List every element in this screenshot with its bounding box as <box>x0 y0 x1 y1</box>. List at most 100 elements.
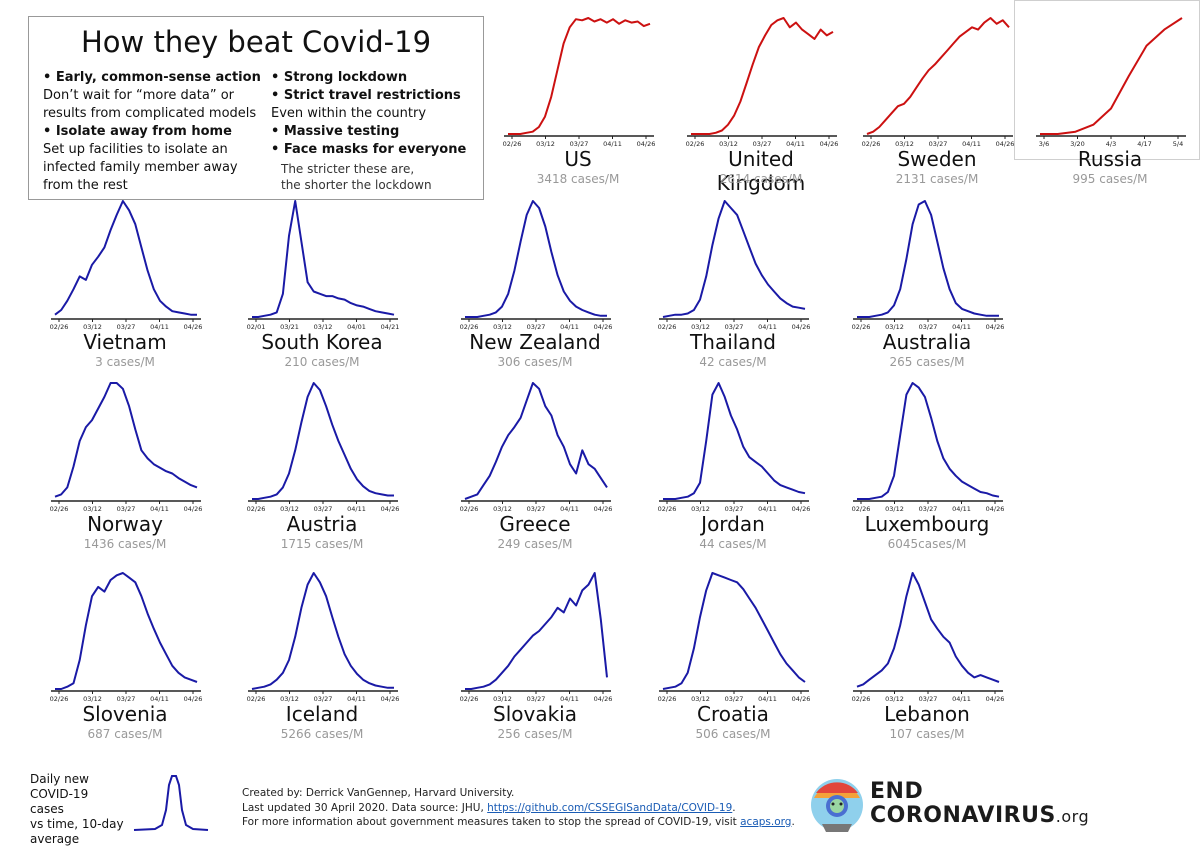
logo-line-1: END <box>870 779 924 804</box>
x-tick-label: 04/11 <box>150 695 169 703</box>
x-tick-label: 04/11 <box>952 505 971 513</box>
acaps-link[interactable]: acaps.org <box>740 816 792 828</box>
series-line <box>464 382 608 500</box>
note-line-2: the shorter the lockdown <box>281 178 432 192</box>
series-line <box>465 572 608 690</box>
line-chart: 3/6 3/20 4/3 4/17 5/4 <box>1036 17 1186 148</box>
x-tick-label: 02/26 <box>460 695 479 703</box>
legend: Daily new COVID-19 cases vs time, 10-day… <box>30 772 125 847</box>
x-tick-label: 04/11 <box>952 323 971 331</box>
x-tick-label: 04/11 <box>150 505 169 513</box>
credits-info-end: . <box>791 816 795 828</box>
line-chart: 02/26 03/12 03/27 04/11 04/26 <box>50 382 202 513</box>
cases-per-million: 995 cases/M <box>1072 172 1148 186</box>
cases-per-million: 6045cases/M <box>887 537 967 551</box>
chart-panel-us: 02/26 03/12 03/27 04/11 04/26 US 3418 cases/M <box>498 10 658 195</box>
country-name: Slovenia <box>82 702 168 726</box>
line-chart: 02/26 03/12 03/27 04/11 04/26 <box>862 17 1015 148</box>
cases-per-million: 5266 cases/M <box>280 727 364 741</box>
x-tick-label: 04/26 <box>792 323 811 331</box>
x-tick-label: 04/11 <box>758 695 777 703</box>
x-tick-label: 03/27 <box>117 505 136 513</box>
country-name: Vietnam <box>83 330 167 354</box>
x-tick-label: 02/01 <box>247 323 266 331</box>
country-name: Iceland <box>285 702 359 726</box>
x-tick-label: 04/11 <box>786 140 805 148</box>
x-tick-label: 03/27 <box>117 323 136 331</box>
cases-per-million: 249 cases/M <box>497 537 573 551</box>
line-chart: 02/26 03/12 03/27 04/11 04/26 <box>460 572 613 703</box>
x-tick-label: 5/4 <box>1173 140 1183 148</box>
country-name: US <box>564 147 592 171</box>
x-tick-label: 03/27 <box>117 695 136 703</box>
line-chart: 02/01 03/21 03/12 04/01 04/21 <box>247 200 400 331</box>
x-tick-label: 04/26 <box>594 505 613 513</box>
logo-word: CORONAVIRUS <box>870 803 1056 828</box>
x-tick-label: 02/26 <box>247 695 266 703</box>
x-tick-label: 03/27 <box>725 323 744 331</box>
x-tick-label: 04/26 <box>996 140 1015 148</box>
x-tick-label: 4/17 <box>1137 140 1152 148</box>
chart-panel-slovakia: 02/26 03/12 03/27 04/11 04/26 Slovakia 256 cas… <box>455 565 615 750</box>
legend-line-3: vs time, 10-day <box>30 817 124 831</box>
line-chart: 02/26 03/12 03/27 04/11 04/26 <box>247 382 399 513</box>
cases-per-million: 44 cases/M <box>699 537 767 551</box>
x-tick-label: 04/11 <box>150 323 169 331</box>
x-tick-label: 03/12 <box>314 323 333 331</box>
chart-panel-new-zealand: 02/26 03/12 03/27 04/11 04/26 New Zealand 306 … <box>455 193 615 378</box>
x-tick-label: 04/11 <box>560 323 579 331</box>
point-isolate-desc-1: Set up facilities to isolate an <box>43 142 228 157</box>
x-tick-label: 04/26 <box>381 695 400 703</box>
line-chart: 02/26 03/12 03/27 04/11 04/26 <box>460 200 612 331</box>
country-name: Sweden <box>897 147 977 171</box>
series-line <box>55 572 198 690</box>
cases-per-million: 3418 cases/M <box>536 172 620 186</box>
series-line <box>662 200 806 318</box>
logo-text: END CORONAVIRUS.org <box>870 780 1089 829</box>
x-tick-label: 04/11 <box>952 695 971 703</box>
x-tick-label: 04/21 <box>381 323 400 331</box>
chart-panel-thailand: 02/26 03/12 03/27 04/11 04/26 Thailand 42 case… <box>653 193 813 378</box>
x-tick-label: 02/26 <box>503 140 522 148</box>
line-chart: 02/26 03/12 03/27 04/11 04/26 <box>658 200 811 331</box>
x-tick-label: 04/26 <box>594 695 613 703</box>
x-tick-label: 03/27 <box>929 140 948 148</box>
series-line <box>251 572 394 690</box>
series-line <box>252 200 395 318</box>
jhu-link[interactable]: https://github.com/CSSEGISandData/COVID-… <box>487 801 733 814</box>
series-line <box>465 200 607 318</box>
series-line <box>691 17 834 135</box>
line-chart: 02/26 03/12 03/27 04/11 04/26 <box>852 572 1004 703</box>
x-tick-label: 04/11 <box>347 695 366 703</box>
x-tick-label: 03/12 <box>885 505 904 513</box>
chart-panel-united-kingdom: 02/26 03/12 03/27 04/11 04/26 United Kingdom 2… <box>681 10 841 195</box>
x-tick-label: 02/26 <box>50 505 69 513</box>
series-line <box>662 572 806 690</box>
x-tick-label: 03/27 <box>527 695 546 703</box>
x-tick-label: 04/11 <box>603 140 622 148</box>
x-tick-label: 03/12 <box>493 323 512 331</box>
x-tick-label: 03/12 <box>493 695 512 703</box>
line-chart: 02/26 03/12 03/27 04/11 04/26 <box>658 382 810 513</box>
series-line <box>857 200 999 318</box>
main-title: How they beat Covid-19 <box>80 25 432 59</box>
x-tick-label: 03/12 <box>719 140 738 148</box>
chart-panel-austria: 02/26 03/12 03/27 04/11 04/26 Austria 1715 cas… <box>242 375 402 560</box>
left-column: • Early, common-sense action Don’t wait … <box>43 69 261 195</box>
x-tick-label: 04/26 <box>184 323 203 331</box>
x-tick-label: 03/27 <box>919 505 938 513</box>
x-tick-label: 03/27 <box>314 505 333 513</box>
x-tick-label: 02/26 <box>852 323 871 331</box>
end-coronavirus-logo[interactable]: END CORONAVIRUS.org <box>808 776 1089 836</box>
right-column: • Strong lockdown • Strict travel restri… <box>271 69 466 193</box>
country-name: Greece <box>499 512 571 536</box>
chart-panel-greece: 02/26 03/12 03/27 04/11 04/26 Greece 249 cases… <box>455 375 615 560</box>
x-tick-label: 03/12 <box>691 695 710 703</box>
point-early-action: • Early, common-sense action <box>43 70 261 85</box>
x-tick-label: 02/26 <box>658 505 677 513</box>
x-tick-label: 03/12 <box>280 695 299 703</box>
x-tick-label: 02/26 <box>247 505 266 513</box>
x-tick-label: 04/11 <box>347 505 366 513</box>
x-tick-label: 02/26 <box>686 140 705 148</box>
line-chart: 02/26 03/12 03/27 04/11 04/26 <box>852 200 1004 331</box>
